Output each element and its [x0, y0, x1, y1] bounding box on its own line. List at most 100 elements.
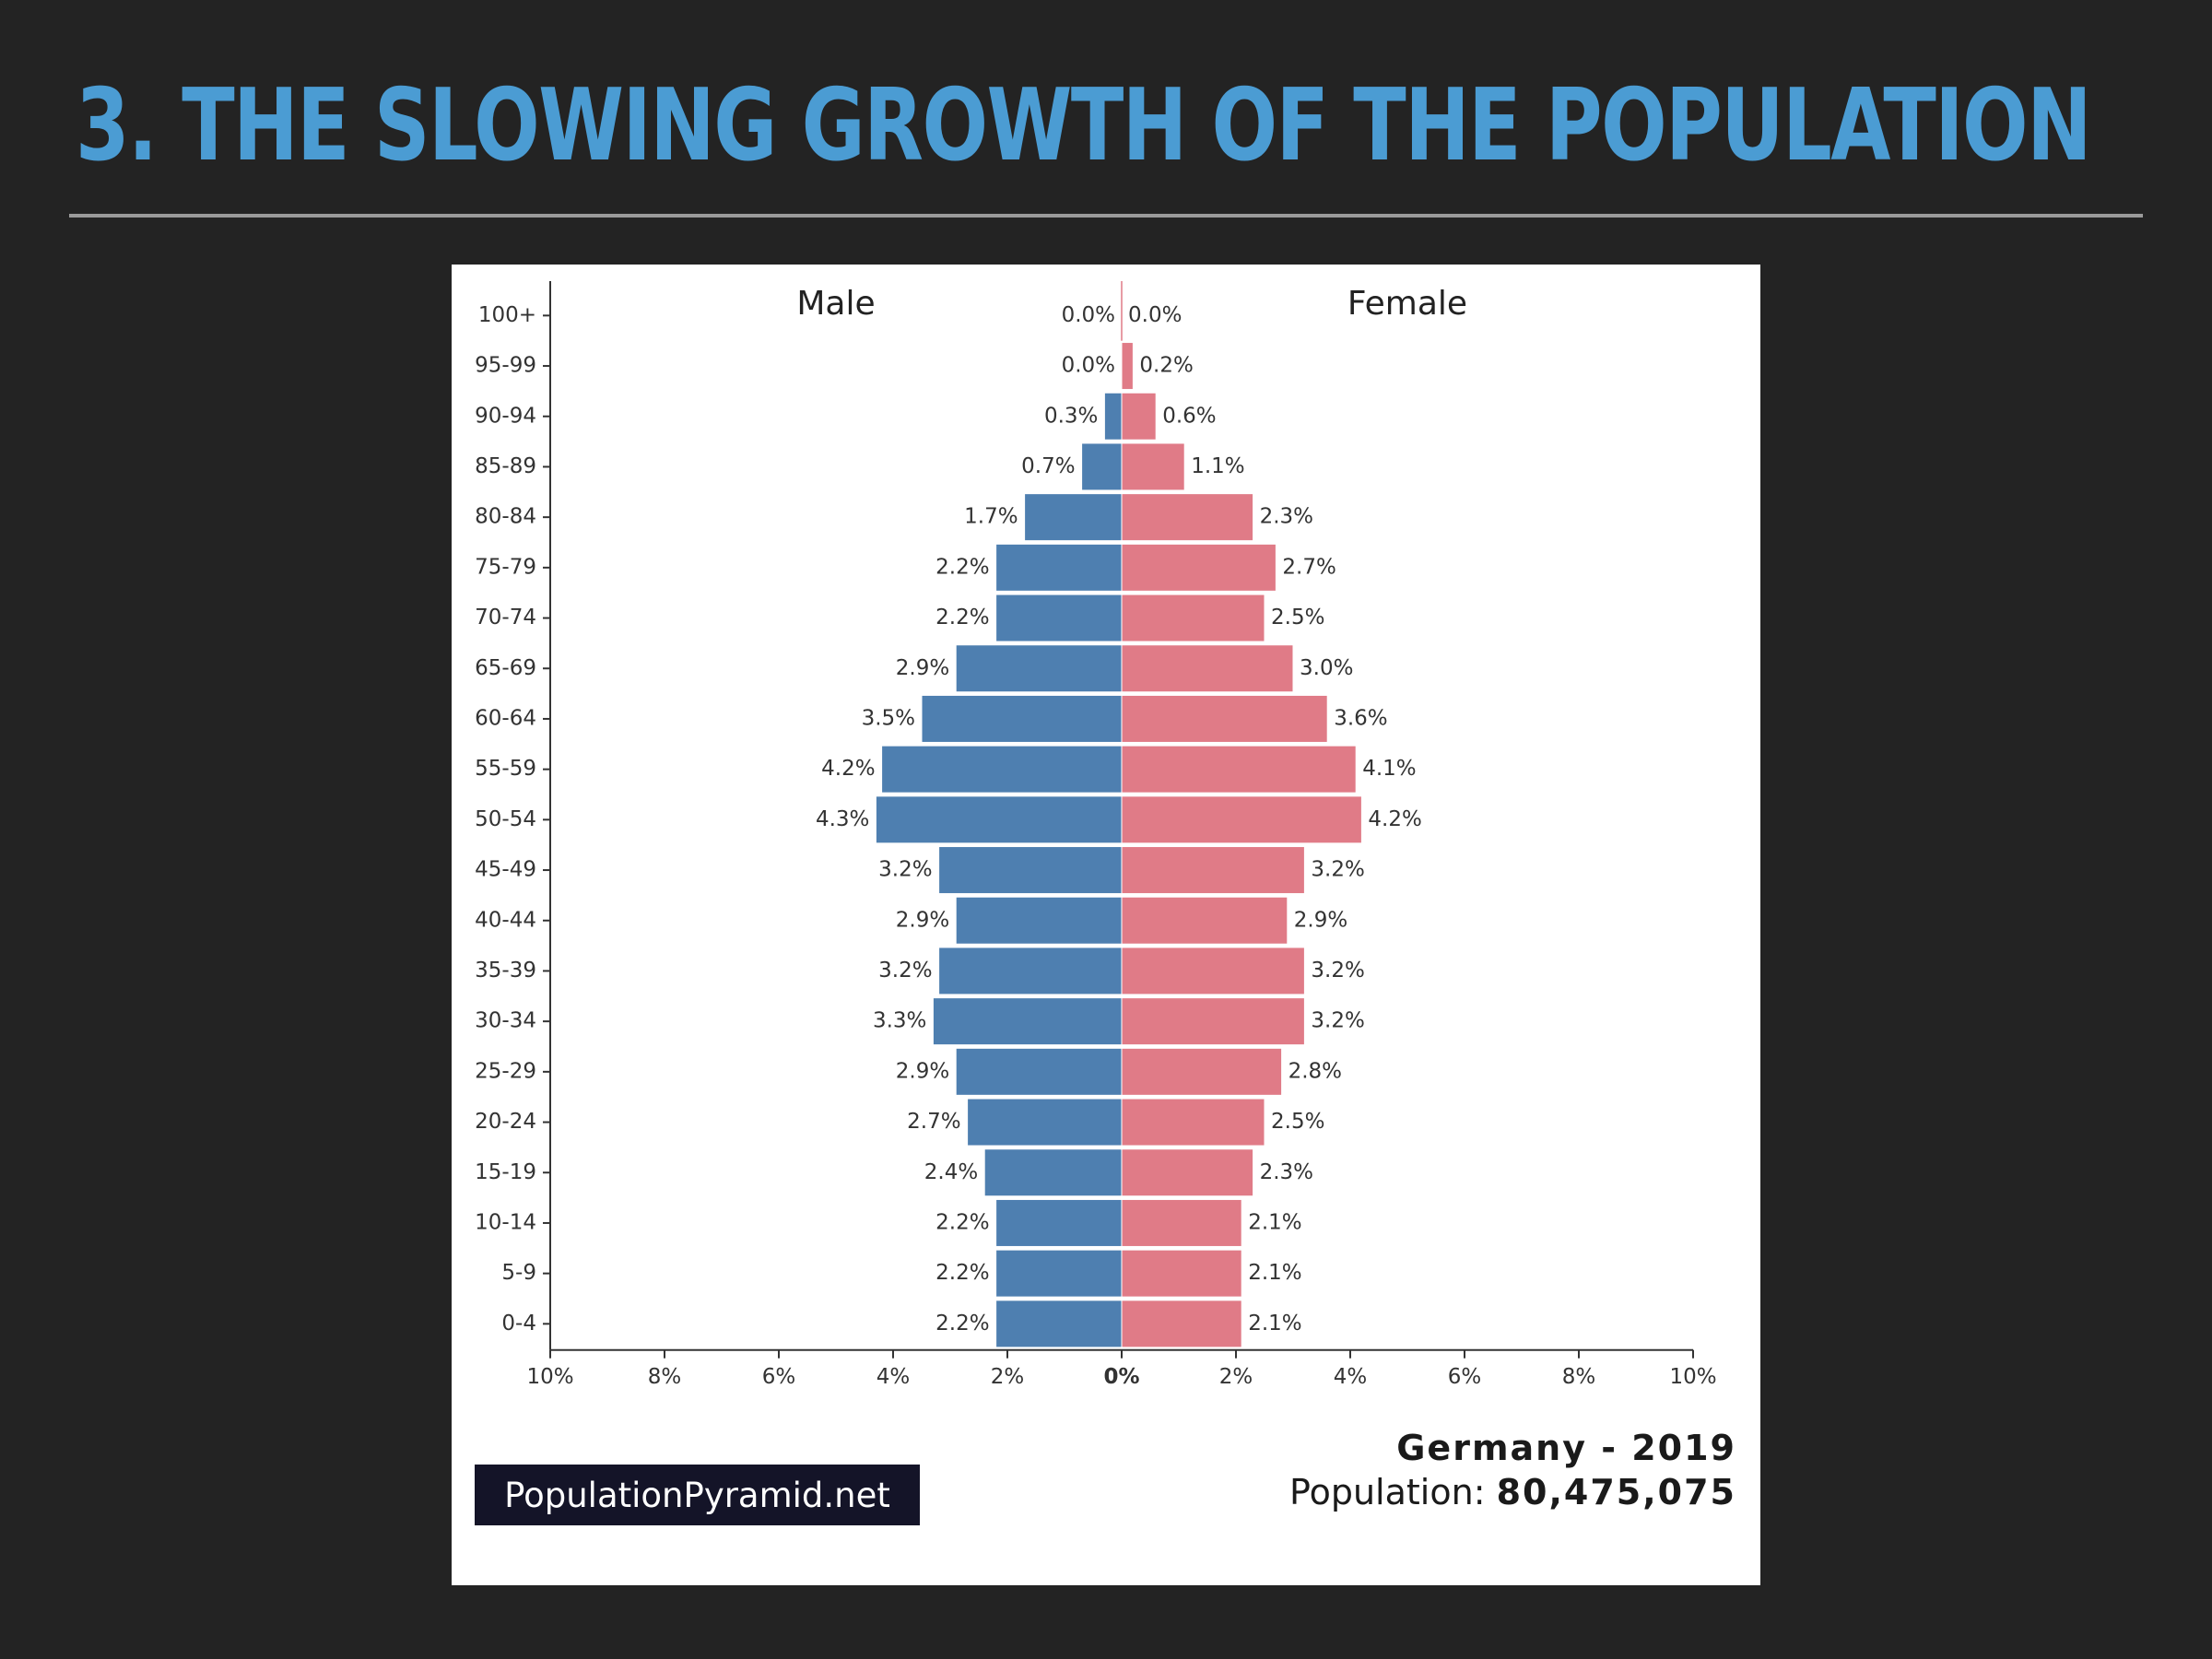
age-group-label: 30-34 — [475, 1009, 536, 1033]
title-divider — [69, 214, 2143, 218]
male-bar — [938, 947, 1123, 995]
population-label: Population: — [1289, 1472, 1486, 1512]
male-bar — [1081, 442, 1123, 491]
brand-logo-box[interactable]: PopulationPyramid.net — [475, 1465, 920, 1525]
age-group-label: 25-29 — [475, 1059, 536, 1083]
age-group-label: 20-24 — [475, 1110, 536, 1134]
male-value-label: 4.2% — [821, 757, 875, 781]
female-value-label: 0.6% — [1162, 404, 1216, 428]
male-value-label: 2.9% — [896, 1059, 949, 1083]
male-bar — [955, 896, 1123, 945]
male-value-label: 0.7% — [1021, 454, 1075, 478]
male-value-label: 2.4% — [924, 1160, 978, 1184]
female-value-label: 4.1% — [1362, 757, 1416, 781]
female-bar — [1121, 1249, 1242, 1298]
age-group-label: 35-39 — [475, 959, 536, 982]
female-value-label: 2.8% — [1288, 1059, 1342, 1083]
brand-text: PopulationPyramid.net — [504, 1475, 890, 1515]
female-bar — [1121, 896, 1288, 945]
male-bar — [921, 694, 1123, 743]
x-tick-label: 4% — [1334, 1365, 1368, 1389]
x-tick-label: 10% — [1669, 1365, 1716, 1389]
age-group-label: 95-99 — [475, 354, 536, 378]
female-bar — [1121, 1198, 1242, 1247]
female-bar — [1121, 1047, 1283, 1096]
female-bar — [1121, 997, 1305, 1046]
age-group-label: 45-49 — [475, 858, 536, 882]
female-bar — [1121, 594, 1265, 642]
female-value-label: 3.0% — [1300, 656, 1353, 680]
slide-title: 3. THE SLOWING GROWTH OF THE POPULATION — [76, 68, 2092, 183]
female-bar — [1121, 745, 1357, 794]
population-value: 80,475,075 — [1496, 1472, 1736, 1512]
legend-female: Female — [1347, 285, 1467, 323]
female-bar — [1121, 493, 1254, 542]
female-bar — [1121, 795, 1362, 844]
x-tick-label: 8% — [1562, 1365, 1596, 1389]
female-bar — [1121, 342, 1134, 391]
female-value-label: 2.1% — [1248, 1261, 1301, 1285]
female-value-label: 3.6% — [1334, 706, 1387, 730]
male-value-label: 0.0% — [1062, 303, 1115, 327]
male-bar — [995, 1300, 1123, 1348]
female-bar — [1121, 947, 1305, 995]
age-group-label: 75-79 — [475, 555, 536, 579]
age-group-label: 60-64 — [475, 706, 536, 730]
x-tick-label: 6% — [1448, 1365, 1482, 1389]
male-value-label: 2.9% — [896, 908, 949, 932]
male-bar — [995, 594, 1123, 642]
female-bar — [1121, 644, 1294, 693]
age-group-label: 100+ — [478, 303, 536, 327]
male-value-label: 3.2% — [878, 959, 932, 982]
x-tick-label: 4% — [877, 1365, 911, 1389]
female-value-label: 3.2% — [1311, 858, 1364, 882]
age-group-label: 5-9 — [501, 1261, 536, 1285]
female-value-label: 2.3% — [1260, 1160, 1313, 1184]
male-value-label: 4.3% — [816, 807, 869, 831]
male-bar — [995, 1198, 1123, 1247]
x-tick-label: 2% — [1219, 1365, 1253, 1389]
male-bar — [955, 644, 1123, 693]
country-year-label: Germany - 2019 — [1396, 1428, 1736, 1468]
age-group-label: 90-94 — [475, 404, 536, 428]
female-value-label: 2.7% — [1282, 555, 1335, 579]
male-bar — [995, 543, 1123, 592]
female-bar — [1121, 392, 1157, 441]
male-value-label: 2.7% — [907, 1110, 960, 1134]
male-bar — [955, 1047, 1123, 1096]
female-value-label: 0.2% — [1139, 354, 1193, 378]
x-tick-label: 8% — [648, 1365, 682, 1389]
female-value-label: 2.5% — [1271, 606, 1324, 629]
age-group-label: 10-14 — [475, 1210, 536, 1234]
male-bar — [881, 745, 1123, 794]
age-group-label: 40-44 — [475, 908, 536, 932]
population-pyramid-chart: Male Female 100+ 0.0% 0.0% 95-99 0.0% 0.2% 90-94… — [452, 265, 1760, 1585]
male-value-label: 3.5% — [862, 706, 915, 730]
age-group-label: 55-59 — [475, 757, 536, 781]
female-bar — [1121, 1098, 1265, 1147]
male-value-label: 2.2% — [935, 1261, 989, 1285]
female-value-label: 2.1% — [1248, 1210, 1301, 1234]
female-bar — [1121, 694, 1328, 743]
female-bar — [1121, 1300, 1242, 1348]
age-group-label: 65-69 — [475, 656, 536, 680]
male-bar — [938, 846, 1123, 895]
male-bar — [1103, 392, 1123, 441]
female-bar — [1121, 442, 1185, 491]
male-bar — [967, 1098, 1123, 1147]
age-group-label: 80-84 — [475, 505, 536, 529]
female-value-label: 3.2% — [1311, 959, 1364, 982]
x-tick-label: 0% — [1103, 1365, 1139, 1389]
female-value-label: 2.9% — [1294, 908, 1347, 932]
female-value-label: 2.1% — [1248, 1312, 1301, 1335]
age-group-label: 70-74 — [475, 606, 536, 629]
male-bar — [983, 1148, 1123, 1197]
male-value-label: 2.2% — [935, 555, 989, 579]
age-group-label: 85-89 — [475, 454, 536, 478]
age-group-label: 50-54 — [475, 807, 536, 831]
x-tick-label: 10% — [526, 1365, 573, 1389]
female-value-label: 2.3% — [1260, 505, 1313, 529]
male-value-label: 0.3% — [1044, 404, 1098, 428]
male-bar — [995, 1249, 1123, 1298]
